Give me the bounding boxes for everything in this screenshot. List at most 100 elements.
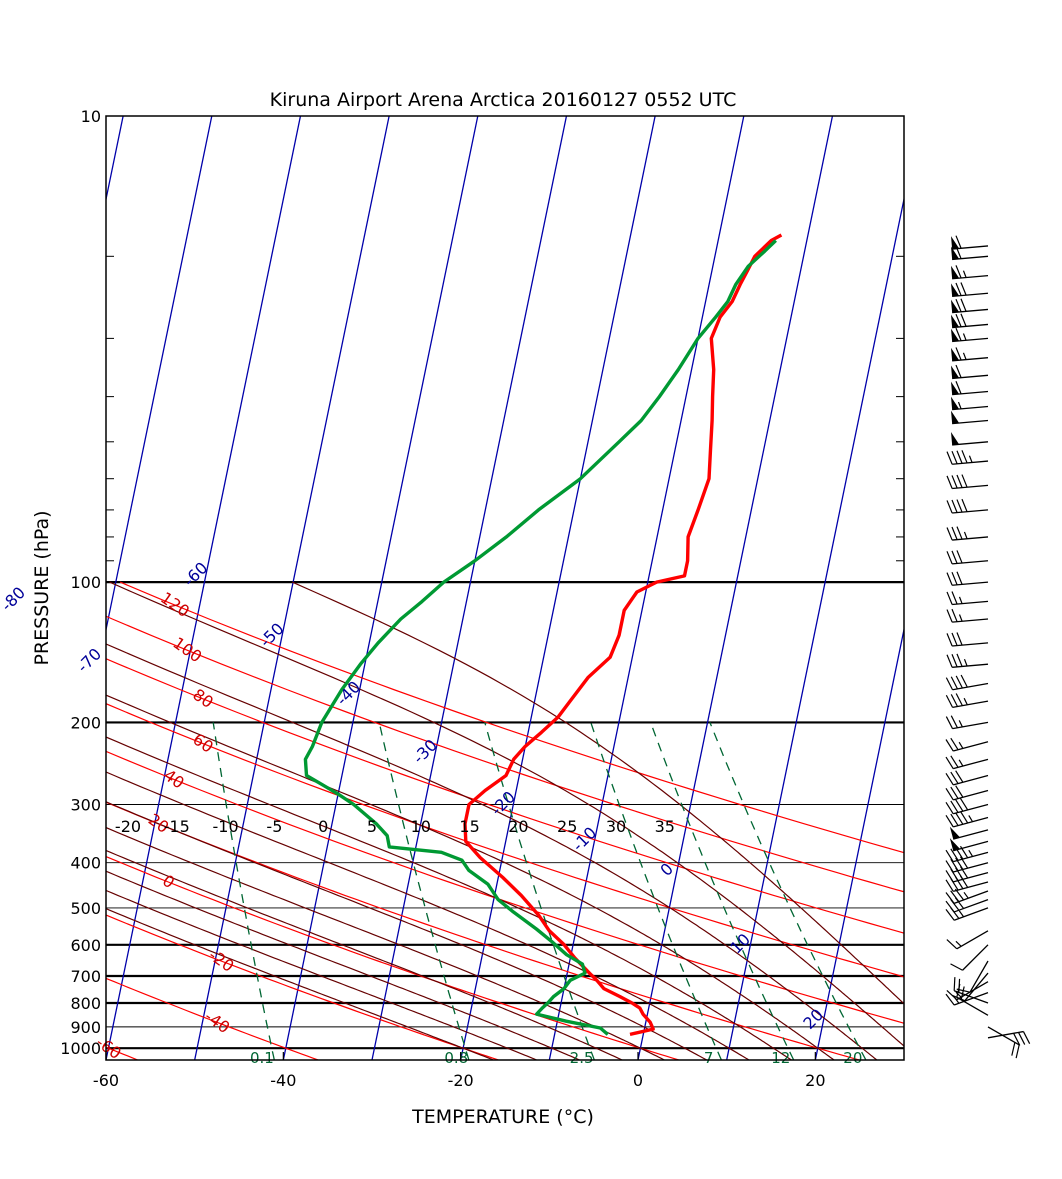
dry-adiabat-line (119, 581, 904, 854)
wind-barb (946, 653, 989, 668)
moist-adiabat-label: 20 (508, 817, 528, 836)
wind-barb (951, 396, 989, 411)
wind-barb-staff (953, 992, 989, 1006)
moist-adiabat-label: 25 (557, 817, 577, 836)
mixing-ratio-line (484, 722, 595, 1060)
moist-adiabat-label: -5 (266, 817, 282, 836)
x-axis-title: TEMPERATURE (°C) (411, 1106, 594, 1128)
wind-barb-feather (945, 860, 954, 873)
wind-barb-feather (956, 450, 963, 464)
wind-barb-feather (959, 856, 969, 869)
moist-adiabat-line (106, 849, 623, 1060)
wind-barb-staff (952, 536, 989, 541)
wind-barb (951, 431, 989, 446)
chart-title: Kiruna Airport Arena Arctica 20160127 05… (270, 89, 737, 111)
isotherm-line (371, 116, 568, 1060)
wind-barb-feather (955, 282, 962, 296)
wind-barb-staff (953, 862, 989, 873)
wind-barb-feather (951, 526, 958, 540)
wind-barb-flag (951, 246, 960, 260)
wind-barb-staff (953, 851, 989, 863)
isotherm-label: -50 (256, 619, 288, 651)
wind-barb-flag (951, 236, 960, 250)
moist-adiabat-line (106, 643, 878, 1060)
wind-barb-feather (946, 572, 953, 586)
moist-adiabat-line (106, 889, 537, 1060)
wind-barb (951, 364, 989, 380)
wind-barb (987, 1030, 1031, 1046)
wind-barb-feather (955, 235, 962, 249)
wind-barb (946, 526, 989, 541)
moist-adiabat-line (106, 771, 750, 1060)
wind-barb (946, 498, 989, 514)
wind-barb-feather (951, 591, 958, 605)
wind-barb-staff (952, 600, 989, 606)
wind-barb-feather (945, 756, 954, 769)
dry-adiabat-label: 60 (189, 730, 217, 757)
wind-barb-half-feather (958, 596, 963, 604)
isotherm-label: -80 (0, 583, 29, 615)
wind-barb-flag (951, 265, 960, 279)
moist-adiabat-line (109, 581, 904, 1047)
isotherm-line (106, 116, 213, 633)
mixing-ratio-label: 7 (704, 1049, 714, 1067)
wind-barb-feather (956, 474, 963, 488)
wind-barb-feather (951, 499, 958, 513)
isotherm-label: -70 (73, 644, 105, 676)
wind-barb-staff (953, 774, 989, 786)
wind-barb (951, 347, 989, 362)
wind-barb-feather (945, 788, 954, 801)
wind-barb-feather (961, 474, 968, 488)
dry-adiabat-line (106, 801, 860, 1060)
wind-barb-feather (951, 632, 958, 646)
wind-barb (945, 693, 989, 708)
wind-barb-half-feather (955, 991, 962, 998)
moist-adiabat-label: -10 (213, 817, 239, 836)
wind-barb-staff (953, 990, 989, 1004)
wind-barb-feather (955, 265, 962, 279)
wind-barb (946, 550, 989, 565)
dry-adiabat-line (106, 855, 679, 1060)
isotherm-line (106, 116, 302, 1060)
wind-barb-feather (960, 282, 967, 296)
y-axis-title: PRESSURE (hPa) (31, 510, 53, 665)
temperature-profile (463, 233, 783, 1037)
wind-barb-feather (955, 799, 964, 812)
isotherm-label: -40 (332, 677, 364, 709)
wind-barb (949, 838, 989, 852)
wind-barb-feather (955, 364, 962, 378)
wind-barb-staff (987, 1030, 1024, 1039)
wind-barb-feather (946, 500, 953, 514)
wind-barb-feather (952, 994, 966, 1002)
y-axis-tick-label: 100 (70, 573, 101, 592)
wind-barb-feather (945, 849, 954, 862)
y-axis-tick-label: 800 (70, 994, 101, 1013)
wind-barb-feather (960, 674, 968, 688)
moist-adiabat-line (106, 736, 792, 1060)
wind-barb-feather (955, 785, 964, 798)
wind-barb (951, 235, 989, 250)
wind-barb (945, 856, 989, 873)
mixing-ratio-line (590, 722, 722, 1060)
wind-barb-half-feather (968, 815, 974, 823)
wind-barb-feather (956, 550, 963, 564)
wind-barb-staff (952, 721, 989, 730)
wind-barb-half-feather (963, 697, 968, 705)
wind-barb-feather (945, 815, 954, 828)
isotherm-line (460, 116, 656, 1060)
wind-barb-flag (951, 381, 960, 395)
wind-barb-feather (950, 963, 963, 971)
wind-barb-feather (945, 716, 954, 729)
wind-barb (946, 591, 989, 606)
sounding-profiles (303, 233, 783, 1037)
wind-barb-staff (962, 944, 989, 971)
wind-barb-half-feather (968, 455, 973, 463)
wind-barb-staff (952, 581, 989, 586)
dry-adiabat-line (106, 615, 904, 893)
wind-barb-feather (961, 498, 968, 512)
dry-adiabat-line (106, 750, 904, 1024)
wind-barb-feather (955, 327, 962, 341)
moist-adiabat-label: -20 (115, 817, 141, 836)
wind-barb-feather (956, 988, 971, 993)
wind-barb-flag (949, 826, 960, 840)
